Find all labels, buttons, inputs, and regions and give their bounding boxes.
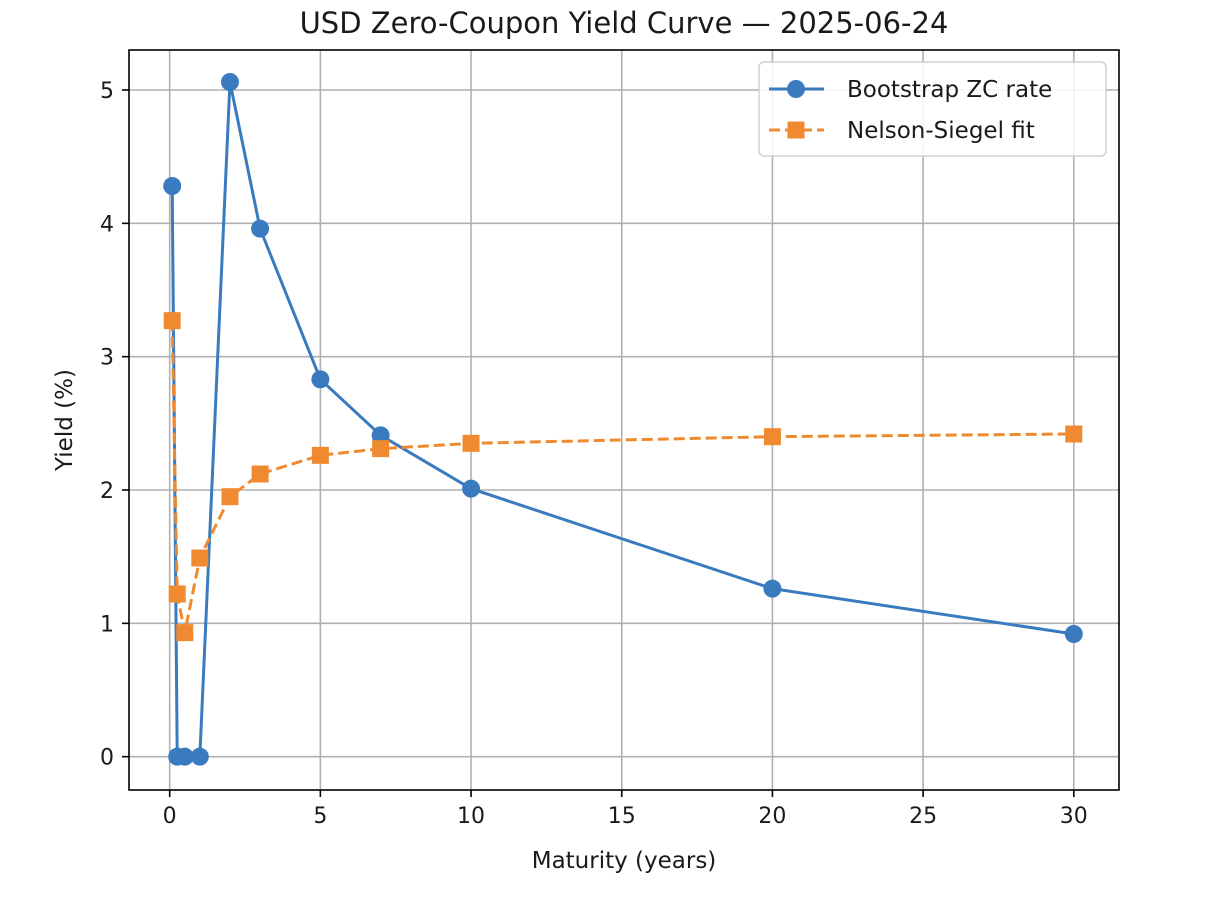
y-tick-label: 5: [100, 79, 114, 104]
data-point: [371, 426, 390, 445]
data-point: [251, 219, 270, 238]
series-bootstrap: [163, 73, 1083, 766]
data-point: [763, 579, 782, 598]
plot-frame: [128, 49, 1120, 791]
legend-marker: [787, 121, 805, 139]
x-tick-label: 10: [457, 804, 485, 829]
legend-label: Nelson-Siegel fit: [847, 118, 1035, 144]
data-point: [462, 434, 480, 452]
x-tick-label: 20: [758, 804, 786, 829]
y-tick-label: 0: [100, 746, 114, 771]
series-group: [163, 73, 1083, 766]
series-nelson-siegel: [163, 312, 1083, 642]
legend: Bootstrap ZC rate Nelson-Siegel fit: [758, 61, 1107, 157]
x-tick-label: 0: [163, 804, 177, 829]
y-tick-label: 4: [100, 212, 114, 237]
grid: [129, 50, 1119, 790]
data-point: [191, 549, 209, 567]
y-axis-label: Yield (%): [52, 369, 78, 472]
x-tick-label: 15: [608, 804, 636, 829]
data-point: [221, 488, 239, 506]
x-axis-label: Maturity (years): [532, 848, 717, 874]
y-tick-label: 3: [100, 346, 114, 371]
x-tick-label: 30: [1060, 804, 1088, 829]
legend-box: [758, 61, 1107, 157]
data-point: [176, 624, 194, 642]
data-point: [163, 177, 182, 195]
data-point: [1065, 425, 1083, 443]
x-tick-label: 5: [313, 804, 327, 829]
data-point: [175, 747, 194, 766]
axes: 0 5 10 15 20 25 30 0 1 2 3 4 5: [100, 79, 1088, 829]
data-point: [763, 428, 781, 446]
chart-title: USD Zero-Coupon Yield Curve — 2025-06-24: [300, 6, 949, 40]
x-tick-label: 25: [909, 804, 937, 829]
data-point: [462, 479, 481, 498]
y-tick-label: 2: [100, 479, 114, 504]
data-point: [163, 312, 181, 330]
data-point: [1064, 625, 1083, 643]
y-tick-label: 1: [100, 612, 114, 637]
data-point: [220, 73, 239, 91]
data-point: [311, 370, 330, 389]
data-point: [168, 585, 186, 603]
data-point: [372, 440, 390, 458]
legend-label: Bootstrap ZC rate: [847, 77, 1052, 103]
data-point: [311, 446, 329, 464]
data-point: [190, 747, 209, 766]
series-line: [170, 320, 1074, 635]
data-point: [251, 465, 269, 483]
legend-marker: [787, 80, 805, 98]
